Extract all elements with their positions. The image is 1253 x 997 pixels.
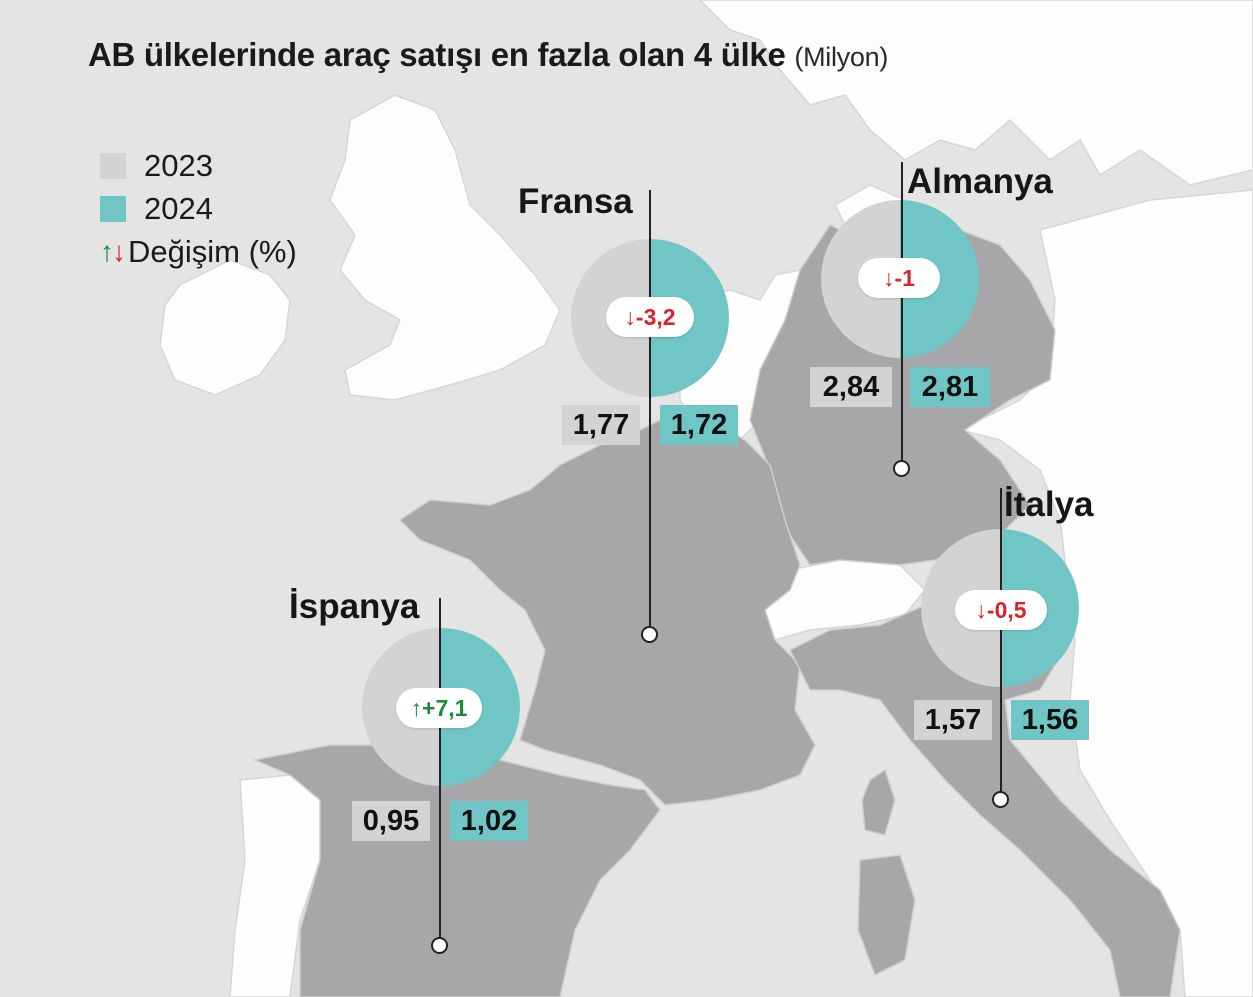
title-unit: (Milyon) bbox=[794, 42, 889, 72]
legend-label-2023: 2023 bbox=[144, 147, 213, 183]
legend-item-2024: 2024 bbox=[100, 187, 297, 230]
country-label-fransa: Fransa bbox=[518, 182, 633, 221]
country-label-italya: İtalya bbox=[1004, 485, 1094, 524]
change-badge-fransa: ↓-3,2 bbox=[606, 297, 694, 337]
corsica-land bbox=[861, 768, 896, 836]
change-badge-ispanya: ↑+7,1 bbox=[396, 688, 482, 728]
legend-label-change: Değişim (%) bbox=[128, 233, 297, 269]
value-2023-ispanya: 0,95 bbox=[352, 801, 430, 841]
location-dot-almanya bbox=[893, 460, 910, 477]
value-2023-fransa: 1,77 bbox=[562, 405, 640, 445]
france-land bbox=[398, 409, 816, 806]
great-britain-land bbox=[329, 94, 561, 401]
legend-swatch-2024 bbox=[100, 195, 126, 222]
legend-label-2024: 2024 bbox=[144, 190, 213, 226]
title-main: AB ülkelerinde araç satışı en fazla olan… bbox=[88, 36, 786, 73]
change-badge-italya: ↓-0,5 bbox=[955, 590, 1047, 630]
ireland-land bbox=[159, 259, 291, 396]
country-label-ispanya: İspanya bbox=[289, 587, 420, 626]
scandinavia-land bbox=[698, 0, 1253, 186]
stem-fransa bbox=[649, 190, 651, 628]
value-2024-italya: 1,56 bbox=[1011, 700, 1089, 740]
legend-arrows: ↑↓ bbox=[100, 235, 126, 268]
value-2024-fransa: 1,72 bbox=[660, 405, 738, 445]
location-dot-fransa bbox=[641, 626, 658, 643]
arrow-up-icon: ↑ bbox=[100, 235, 114, 267]
country-label-almanya: Almanya bbox=[907, 162, 1053, 201]
value-2023-almanya: 2,84 bbox=[810, 367, 892, 407]
legend-item-2023: 2023 bbox=[100, 144, 297, 187]
legend: 2023 2024 ↑↓ Değişim (%) bbox=[100, 144, 297, 273]
sardinia-land bbox=[857, 854, 916, 977]
legend-item-change: ↑↓ Değişim (%) bbox=[100, 230, 297, 273]
value-2024-almanya: 2,81 bbox=[910, 367, 990, 407]
location-dot-ispanya bbox=[431, 937, 448, 954]
legend-swatch-2023 bbox=[100, 152, 126, 179]
arrow-down-icon: ↓ bbox=[112, 235, 126, 267]
switzerland-land bbox=[764, 559, 927, 641]
change-badge-almanya: ↓-1 bbox=[858, 258, 940, 298]
value-2023-italya: 1,57 bbox=[914, 700, 992, 740]
chart-title: AB ülkelerinde araç satışı en fazla olan… bbox=[88, 36, 888, 74]
location-dot-italya bbox=[992, 791, 1009, 808]
value-2024-ispanya: 1,02 bbox=[450, 801, 528, 841]
